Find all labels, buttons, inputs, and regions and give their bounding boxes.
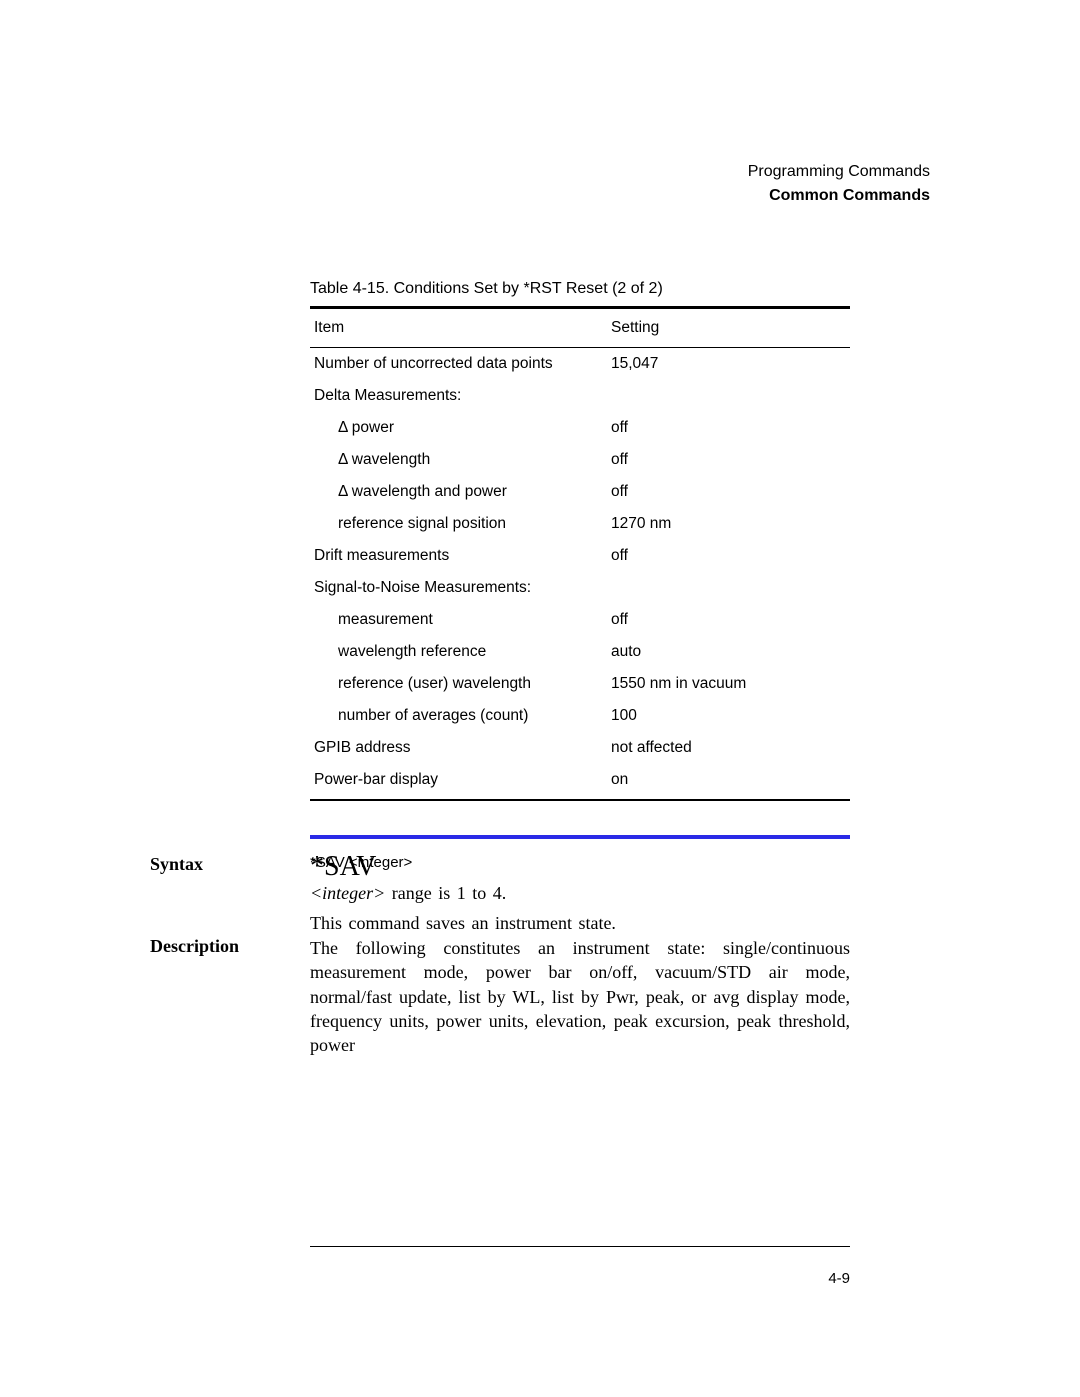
table-cell-item: Delta Measurements: <box>310 380 607 412</box>
table-row: measurementoff <box>310 604 850 636</box>
table-cell-item: Number of uncorrected data points <box>310 348 607 381</box>
command-separator <box>310 835 850 839</box>
table-cell-setting: 1550 nm in vacuum <box>607 668 850 700</box>
table-row: Signal-to-Noise Measurements: <box>310 572 850 604</box>
table-row: Δ poweroff <box>310 412 850 444</box>
table-cell-setting: off <box>607 444 850 476</box>
table-cell-item: reference signal position <box>310 508 607 540</box>
table-cell-item: Power-bar display <box>310 764 607 800</box>
table-cell-setting: 100 <box>607 700 850 732</box>
table-header-item: Item <box>310 308 607 348</box>
header-section: Common Commands <box>150 184 930 208</box>
syntax-note: <integer> range is 1 to 4. <box>310 883 850 904</box>
table-header-setting: Setting <box>607 308 850 348</box>
conditions-table: Item Setting Number of uncorrected data … <box>310 306 850 801</box>
table-row: GPIB addressnot affected <box>310 732 850 764</box>
table-row: Drift measurementsoff <box>310 540 850 572</box>
table-cell-setting: off <box>607 604 850 636</box>
table-row: Power-bar displayon <box>310 764 850 800</box>
table-row: wavelength referenceauto <box>310 636 850 668</box>
table-cell-setting: not affected <box>607 732 850 764</box>
table-cell-item: measurement <box>310 604 607 636</box>
table-caption: Table 4-15. Conditions Set by *RST Reset… <box>310 280 850 298</box>
table-cell-item: Signal-to-Noise Measurements: <box>310 572 607 604</box>
page-number: 4-9 <box>828 1270 850 1287</box>
table-cell-item: Δ wavelength <box>310 444 607 476</box>
table-cell-setting: 1270 nm <box>607 508 850 540</box>
command-intro: This command saves an instrument state. <box>310 913 850 934</box>
table-row: number of averages (count)100 <box>310 700 850 732</box>
table-cell-item: GPIB address <box>310 732 607 764</box>
syntax-note-text: range is 1 to 4. <box>385 883 506 903</box>
table-cell-item: reference (user) wavelength <box>310 668 607 700</box>
table-cell-item: Drift measurements <box>310 540 607 572</box>
page-content: Programming Commands Common Commands Tab… <box>150 160 930 208</box>
table-cell-setting <box>607 380 850 412</box>
table-cell-item: Δ wavelength and power <box>310 476 607 508</box>
footer-rule <box>310 1246 850 1247</box>
table-row: Number of uncorrected data points15,047 <box>310 348 850 381</box>
table-cell-setting: auto <box>607 636 850 668</box>
table-row: Delta Measurements: <box>310 380 850 412</box>
table-cell-setting: off <box>607 476 850 508</box>
table-cell-item: wavelength reference <box>310 636 607 668</box>
description-text: The following constitutes an instrument … <box>310 936 850 1057</box>
table-cell-item: Δ power <box>310 412 607 444</box>
table-cell-setting: off <box>607 412 850 444</box>
syntax-code: *SAV <integer> <box>310 854 850 871</box>
page-header: Programming Commands Common Commands <box>150 160 930 208</box>
syntax-label: Syntax <box>150 854 300 875</box>
table-row: Δ wavelengthoff <box>310 444 850 476</box>
table-cell-setting: on <box>607 764 850 800</box>
table-cell-item: number of averages (count) <box>310 700 607 732</box>
table-row: reference (user) wavelength1550 nm in va… <box>310 668 850 700</box>
header-chapter: Programming Commands <box>150 160 930 184</box>
syntax-note-param: <integer> <box>310 883 385 903</box>
table-cell-setting <box>607 572 850 604</box>
table-row: reference signal position1270 nm <box>310 508 850 540</box>
table-cell-setting: off <box>607 540 850 572</box>
description-label: Description <box>150 936 300 957</box>
table-row: Δ wavelength and poweroff <box>310 476 850 508</box>
table-cell-setting: 15,047 <box>607 348 850 381</box>
